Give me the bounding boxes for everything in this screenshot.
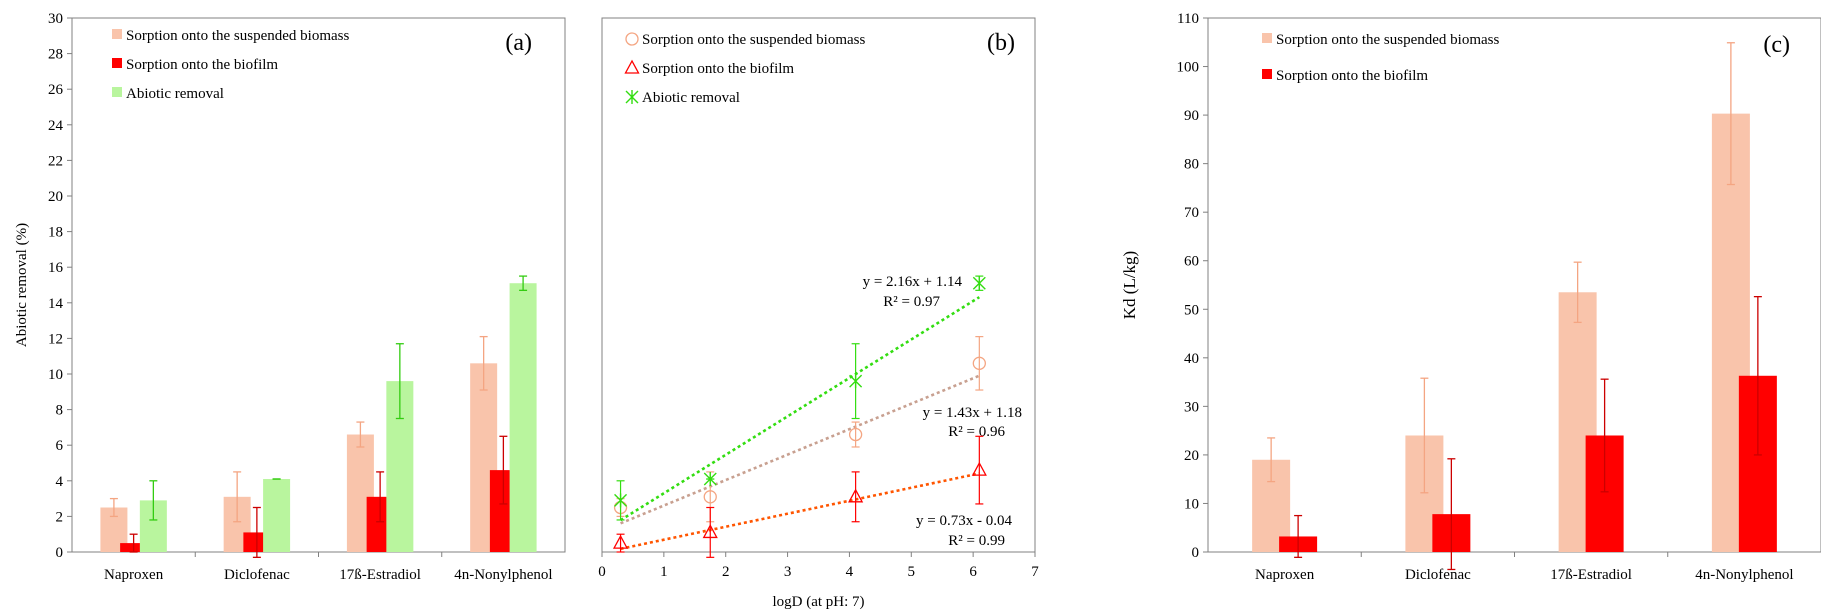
legend-swatch [112, 58, 122, 68]
legend-label: Sorption onto the biofilm [126, 57, 278, 73]
legend-label: Sorption onto the suspended biomass [126, 28, 349, 44]
bar [509, 283, 537, 552]
legend-label: Sorption onto the suspended biomass [642, 32, 865, 48]
y-tick-label: 90 [1184, 108, 1199, 124]
trend-line [619, 296, 981, 522]
data-point-asterisk [625, 90, 639, 104]
trend-line [620, 374, 980, 525]
y-tick-label: 50 [1184, 302, 1199, 318]
y-tick-label: 70 [1184, 205, 1199, 221]
y-tick-label: 16 [48, 260, 64, 276]
x-tick-label: 7 [1031, 564, 1039, 580]
data-point-triangle [612, 534, 629, 549]
y-tick-label: 22 [48, 153, 63, 169]
x-tick-label: 0 [598, 564, 606, 580]
y-tick-label: 20 [1184, 448, 1199, 464]
legend-label: Sorption onto the suspended biomass [1276, 32, 1499, 48]
legend-swatch [1262, 33, 1272, 43]
trend-r2: R² = 0.97 [883, 294, 940, 310]
x-category-label: 17ß-Estradiol [1550, 567, 1632, 583]
x-category-label: 17ß-Estradiol [339, 567, 421, 583]
plot-frame [601, 17, 1036, 553]
trend-equation: y = 1.43x + 1.18 [923, 405, 1022, 421]
trend-equation: y = 2.16x + 1.14 [863, 274, 963, 290]
trend-line [620, 472, 980, 551]
x-axis-title: logD (at pH: 7) [772, 594, 864, 610]
data-point-triangle [702, 524, 718, 539]
y-tick-label: 14 [48, 296, 64, 312]
x-tick-label: 4 [846, 564, 854, 580]
data-point-triangle [624, 59, 640, 74]
x-category-label: Diclofenac [224, 567, 290, 583]
panel-label: (a) [505, 30, 532, 56]
legend-swatch [112, 29, 122, 39]
x-category-label: 4n-Nonylphenol [1695, 567, 1793, 583]
y-tick-label: 30 [1184, 399, 1199, 415]
y-tick-label: 10 [48, 367, 63, 383]
panel-c-bar-chart: 0 10 20 30 40 50 60 70 80 90 100 110 Naproxen Diclofe… [1120, 11, 1821, 583]
data-point-circle [848, 427, 863, 442]
data-point-circle [972, 356, 986, 370]
data-point-triangle [848, 488, 864, 503]
y-tick-label: 110 [1177, 11, 1199, 27]
trend-r2: R² = 0.99 [948, 533, 1005, 549]
y-tick-label: 8 [56, 403, 64, 419]
y-tick-label: 30 [48, 11, 63, 27]
y-tick-label: 18 [48, 225, 63, 241]
y-tick-label: 80 [1184, 157, 1199, 173]
data-point-asterisk [614, 493, 628, 508]
x-category-label: 4n-Nonylphenol [454, 567, 552, 583]
data-point-circle [625, 32, 639, 46]
trend-r2: R² = 0.96 [948, 424, 1005, 440]
x-tick-label: 1 [660, 564, 668, 580]
data-point-asterisk [972, 276, 986, 291]
panel-label: (b) [987, 30, 1015, 56]
x-tick-label: 6 [969, 564, 977, 580]
legend-swatch [112, 87, 122, 97]
data-point-asterisk [703, 472, 717, 487]
data-point-triangle [971, 461, 987, 476]
y-tick-label: 12 [48, 331, 63, 347]
bar [263, 479, 291, 552]
legend-swatch [1262, 69, 1272, 79]
panel-label: (c) [1763, 32, 1790, 58]
legend-label: Abiotic removal [126, 86, 224, 102]
data-point-asterisk [849, 374, 863, 389]
y-tick-label: 28 [48, 47, 63, 63]
x-category-label: Diclofenac [1405, 567, 1471, 583]
y-tick-label: 40 [1184, 351, 1199, 367]
legend-label: Sorption onto the biofilm [1276, 68, 1428, 84]
y-tick-label: 2 [56, 509, 64, 525]
y-tick-label: 60 [1184, 254, 1199, 270]
y-axis-title: Kd (L/kg) [1120, 251, 1139, 319]
y-axis-title: Abiotic removal (%) [14, 223, 30, 347]
x-tick-label: 5 [908, 564, 916, 580]
y-tick-label: 26 [48, 82, 64, 98]
x-tick-label: 2 [722, 564, 730, 580]
panel-b-scatter-chart: 0 1 2 3 4 5 6 7 logD (at pH: 7) Sorption onto the… [598, 17, 1039, 610]
y-tick-label: 100 [1177, 60, 1200, 76]
legend-label: Abiotic removal [642, 90, 740, 106]
y-tick-label: 24 [48, 118, 64, 134]
x-category-label: Naproxen [104, 567, 164, 583]
data-point-circle [703, 490, 717, 504]
y-tick-label: 10 [1184, 496, 1199, 512]
y-tick-label: 0 [1192, 545, 1200, 561]
x-tick-label: 3 [784, 564, 792, 580]
y-tick-label: 4 [56, 474, 64, 490]
x-category-label: Naproxen [1255, 567, 1315, 583]
y-tick-label: 0 [56, 545, 64, 561]
legend-label: Sorption onto the biofilm [642, 61, 794, 77]
trend-equation: y = 0.73x - 0.04 [916, 513, 1012, 529]
y-tick-label: 6 [56, 438, 64, 454]
y-tick-label: 20 [48, 189, 63, 205]
